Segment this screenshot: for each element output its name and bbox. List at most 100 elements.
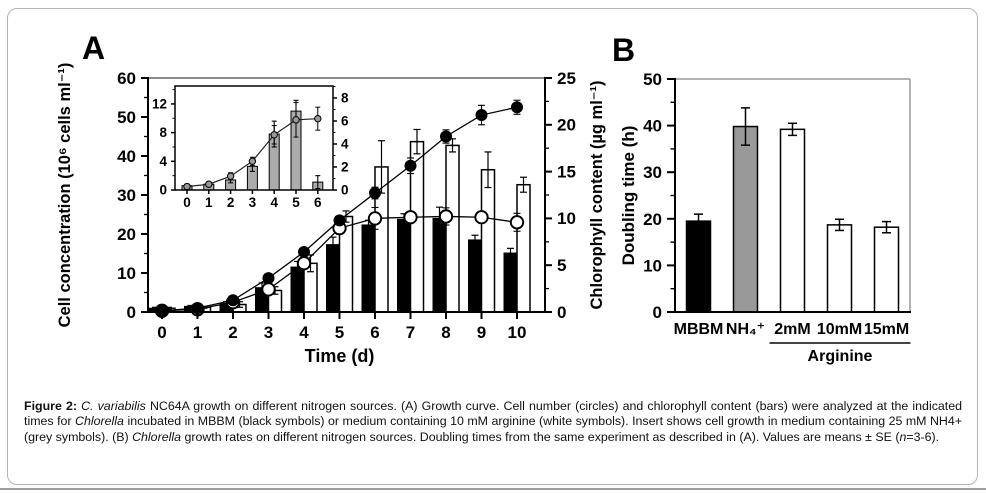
svg-text:20: 20 xyxy=(557,116,576,135)
bar-arginine xyxy=(516,183,531,313)
svg-text:8: 8 xyxy=(159,125,167,140)
svg-text:50: 50 xyxy=(117,108,136,127)
svg-text:30: 30 xyxy=(117,186,136,205)
svg-text:40: 40 xyxy=(643,117,662,136)
bar-10mM xyxy=(826,224,853,313)
doubling-time-bars xyxy=(685,107,900,313)
svg-text:8: 8 xyxy=(441,323,450,342)
svg-text:5: 5 xyxy=(335,323,344,342)
svg-text:6: 6 xyxy=(314,195,322,210)
bar-NH₄⁺ xyxy=(732,125,759,313)
svg-text:5: 5 xyxy=(292,195,300,210)
svg-text:0: 0 xyxy=(159,183,167,198)
category-label: 15mM xyxy=(864,321,909,338)
filled-circle-marker xyxy=(404,159,417,172)
filled-circle-marker xyxy=(156,304,168,317)
filled-circle-marker xyxy=(227,294,239,307)
category-label: 2mM xyxy=(774,321,810,338)
svg-text:1: 1 xyxy=(205,195,213,210)
filled-circle-marker xyxy=(369,187,381,200)
svg-text:4: 4 xyxy=(299,323,309,342)
inset-grey-circle-marker xyxy=(183,182,191,191)
caption-run: NC64A growth on different nitrogen sourc… xyxy=(24,399,963,429)
page-divider xyxy=(0,488,986,490)
svg-text:3: 3 xyxy=(264,323,273,342)
filled-circle-marker xyxy=(475,109,488,122)
bar-mbbm xyxy=(468,239,482,313)
bar-mbbm xyxy=(361,224,376,313)
bar-2mM xyxy=(779,128,806,313)
panel-a-label: A xyxy=(82,30,106,66)
inset-grey-circle-marker xyxy=(226,172,235,180)
category-label: NH₄⁺ xyxy=(726,321,765,338)
open-circle-marker xyxy=(403,210,418,225)
svg-text:6: 6 xyxy=(370,323,379,342)
bar-mbbm xyxy=(290,266,305,313)
svg-text:2: 2 xyxy=(341,159,349,174)
bar-arginine xyxy=(480,168,496,313)
panel-b-label: B xyxy=(612,32,636,68)
open-circle-marker xyxy=(438,209,454,224)
filled-circle-marker xyxy=(511,101,523,114)
svg-text:10: 10 xyxy=(643,256,662,275)
bar-mbbm xyxy=(326,244,340,313)
svg-text:0: 0 xyxy=(183,195,191,210)
doubling-time-chart: 0 10 20 30 40 50 MBBM NH₄⁺ 2mM 10mM 15mM Arginine Do… xyxy=(619,70,911,365)
svg-text:0: 0 xyxy=(157,323,166,342)
svg-text:10: 10 xyxy=(557,209,576,228)
inset-grey-circle-marker xyxy=(292,116,300,124)
svg-text:20: 20 xyxy=(117,225,136,244)
open-circle-marker xyxy=(367,211,383,226)
caption-run: C. variabilis xyxy=(81,399,146,413)
svg-text:4: 4 xyxy=(341,136,349,151)
inset-grey-circle-marker xyxy=(270,131,278,139)
svg-text:9: 9 xyxy=(477,323,486,342)
svg-text:10: 10 xyxy=(117,264,136,283)
svg-text:0: 0 xyxy=(557,303,566,322)
svg-text:0: 0 xyxy=(127,303,136,322)
filled-circle-marker xyxy=(262,272,275,285)
svg-text:50: 50 xyxy=(643,70,662,89)
svg-text:8: 8 xyxy=(341,90,349,105)
svg-text:15: 15 xyxy=(557,162,576,181)
category-label: MBBM xyxy=(674,321,724,338)
right-axis-label: Chlorophyll content (µg ml⁻¹) xyxy=(588,80,606,309)
svg-text:6: 6 xyxy=(341,113,349,128)
caption-run: incubated in MBBM (black symbols) or med… xyxy=(24,414,963,444)
svg-text:0: 0 xyxy=(653,303,662,322)
caption-run: Figure 2: xyxy=(24,399,82,413)
bar-MBBM xyxy=(685,220,712,313)
svg-text:25: 25 xyxy=(557,69,576,88)
inset-grey-circle-marker xyxy=(248,157,257,165)
svg-text:20: 20 xyxy=(643,210,662,229)
svg-text:7: 7 xyxy=(406,323,415,342)
svg-text:12: 12 xyxy=(152,96,167,111)
bar-mbbm xyxy=(503,252,518,313)
svg-text:2: 2 xyxy=(227,195,235,210)
svg-text:40: 40 xyxy=(117,147,136,166)
svg-text:4: 4 xyxy=(159,154,167,169)
bar-mbbm xyxy=(432,217,447,313)
inset-grey-circle-marker xyxy=(314,114,322,123)
svg-text:60: 60 xyxy=(117,69,136,88)
svg-text:1: 1 xyxy=(193,323,202,342)
caption-run: Chlorella xyxy=(132,429,181,444)
open-circle-marker xyxy=(261,282,276,297)
svg-text:5: 5 xyxy=(557,256,566,275)
category-label: 10mM xyxy=(817,321,862,338)
open-circle-marker xyxy=(509,215,525,230)
caption-run: =3-6). xyxy=(906,429,940,444)
open-circle-marker xyxy=(296,256,312,271)
filled-circle-marker xyxy=(440,130,452,143)
filled-circle-marker xyxy=(298,245,310,258)
filled-circle-marker xyxy=(333,214,346,227)
b-y-axis-label: Doubling time (h) xyxy=(619,126,638,266)
svg-text:10: 10 xyxy=(508,323,527,342)
svg-text:3: 3 xyxy=(249,195,257,210)
svg-text:4: 4 xyxy=(270,195,278,210)
inset-grey-circle-marker xyxy=(205,180,213,188)
caption-run: Chlorella xyxy=(75,414,124,429)
caption-run: growth rates on different nitrogen sourc… xyxy=(181,429,900,444)
